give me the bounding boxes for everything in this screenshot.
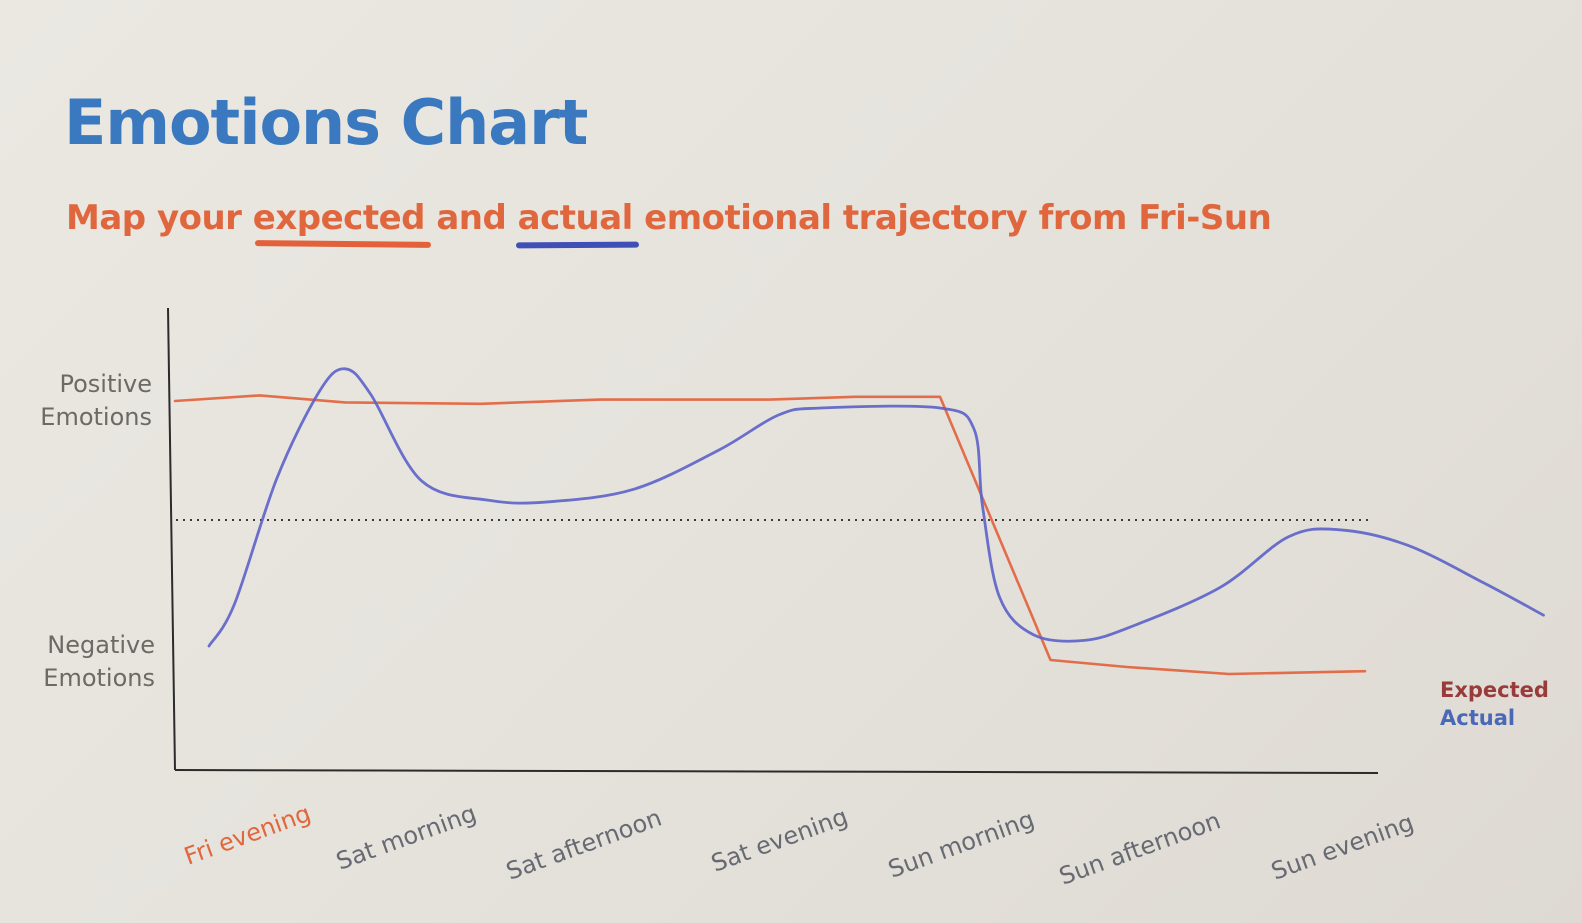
- series-line-actual: [207, 367, 1545, 648]
- x-tick-label-1: Sat morning: [332, 799, 480, 876]
- x-tick-label-4: Sun morning: [884, 805, 1037, 884]
- subtitle-word-expected: expected: [252, 198, 426, 238]
- legend-actual: Actual: [1440, 706, 1515, 730]
- legend-expected: Expected: [1440, 678, 1549, 702]
- x-tick-label-6: Sun evening: [1267, 808, 1417, 885]
- subtitle-word-actual: actual: [517, 198, 634, 238]
- x-axis-line: [174, 769, 1379, 774]
- x-tick-label-5: Sun afternoon: [1055, 806, 1224, 890]
- subtitle-text-3: emotional trajectory from Fri-Sun: [632, 198, 1272, 238]
- y-axis-label-negative-0: Negative: [47, 631, 155, 659]
- y-axis-label-negative-1: Emotions: [43, 664, 155, 692]
- chart-title: Emotions Chart: [64, 86, 588, 159]
- y-axis-label-positive-0: Positive: [59, 370, 152, 398]
- series-line-expected: [173, 394, 1367, 676]
- x-tick-label-2: Sat afternoon: [502, 804, 665, 886]
- chart-subtitle: Map your expected and actual emotional t…: [66, 198, 1272, 238]
- subtitle-text-2: and: [425, 198, 518, 238]
- subtitle-text-1: Map your: [66, 198, 253, 238]
- y-axis-line: [167, 307, 176, 771]
- x-tick-label-0: Fri evening: [180, 799, 314, 871]
- y-axis-label-positive-1: Emotions: [40, 403, 152, 431]
- x-tick-label-3: Sat evening: [707, 802, 851, 877]
